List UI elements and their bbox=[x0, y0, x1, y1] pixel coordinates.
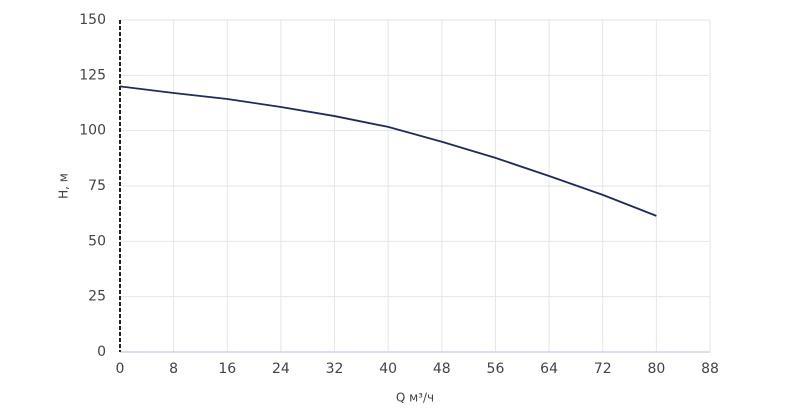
x-tick-label: 40 bbox=[379, 361, 397, 377]
curve bbox=[119, 85, 657, 217]
x-tick-label: 48 bbox=[433, 361, 451, 377]
y-tick-label: 25 bbox=[88, 289, 106, 305]
x-tick-label: 72 bbox=[594, 361, 612, 377]
y-tick-label: 0 bbox=[97, 344, 106, 360]
x-axis-label: Q м³/ч bbox=[396, 391, 434, 405]
x-tick-label: 32 bbox=[326, 361, 344, 377]
x-tick-label: 16 bbox=[218, 361, 236, 377]
x-tick-label: 0 bbox=[116, 361, 125, 377]
y-tick-label: 100 bbox=[79, 123, 106, 139]
x-tick-label: 88 bbox=[701, 361, 719, 377]
x-tick-label: 24 bbox=[272, 361, 290, 377]
y-tick-label: 125 bbox=[79, 67, 106, 83]
x-tick-label: 8 bbox=[169, 361, 178, 377]
y-tick-label: 50 bbox=[88, 233, 106, 249]
y-axis-label: H, м bbox=[57, 173, 71, 199]
x-tick-label: 56 bbox=[487, 361, 505, 377]
x-tick-label: 80 bbox=[647, 361, 665, 377]
y-tick-label: 75 bbox=[88, 178, 106, 194]
x-tick-label: 64 bbox=[540, 361, 558, 377]
y-tick-label: 150 bbox=[79, 12, 106, 28]
